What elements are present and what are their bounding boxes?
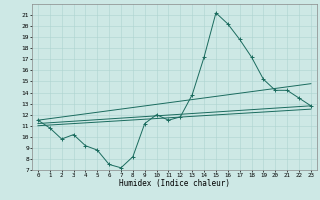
X-axis label: Humidex (Indice chaleur): Humidex (Indice chaleur) (119, 179, 230, 188)
